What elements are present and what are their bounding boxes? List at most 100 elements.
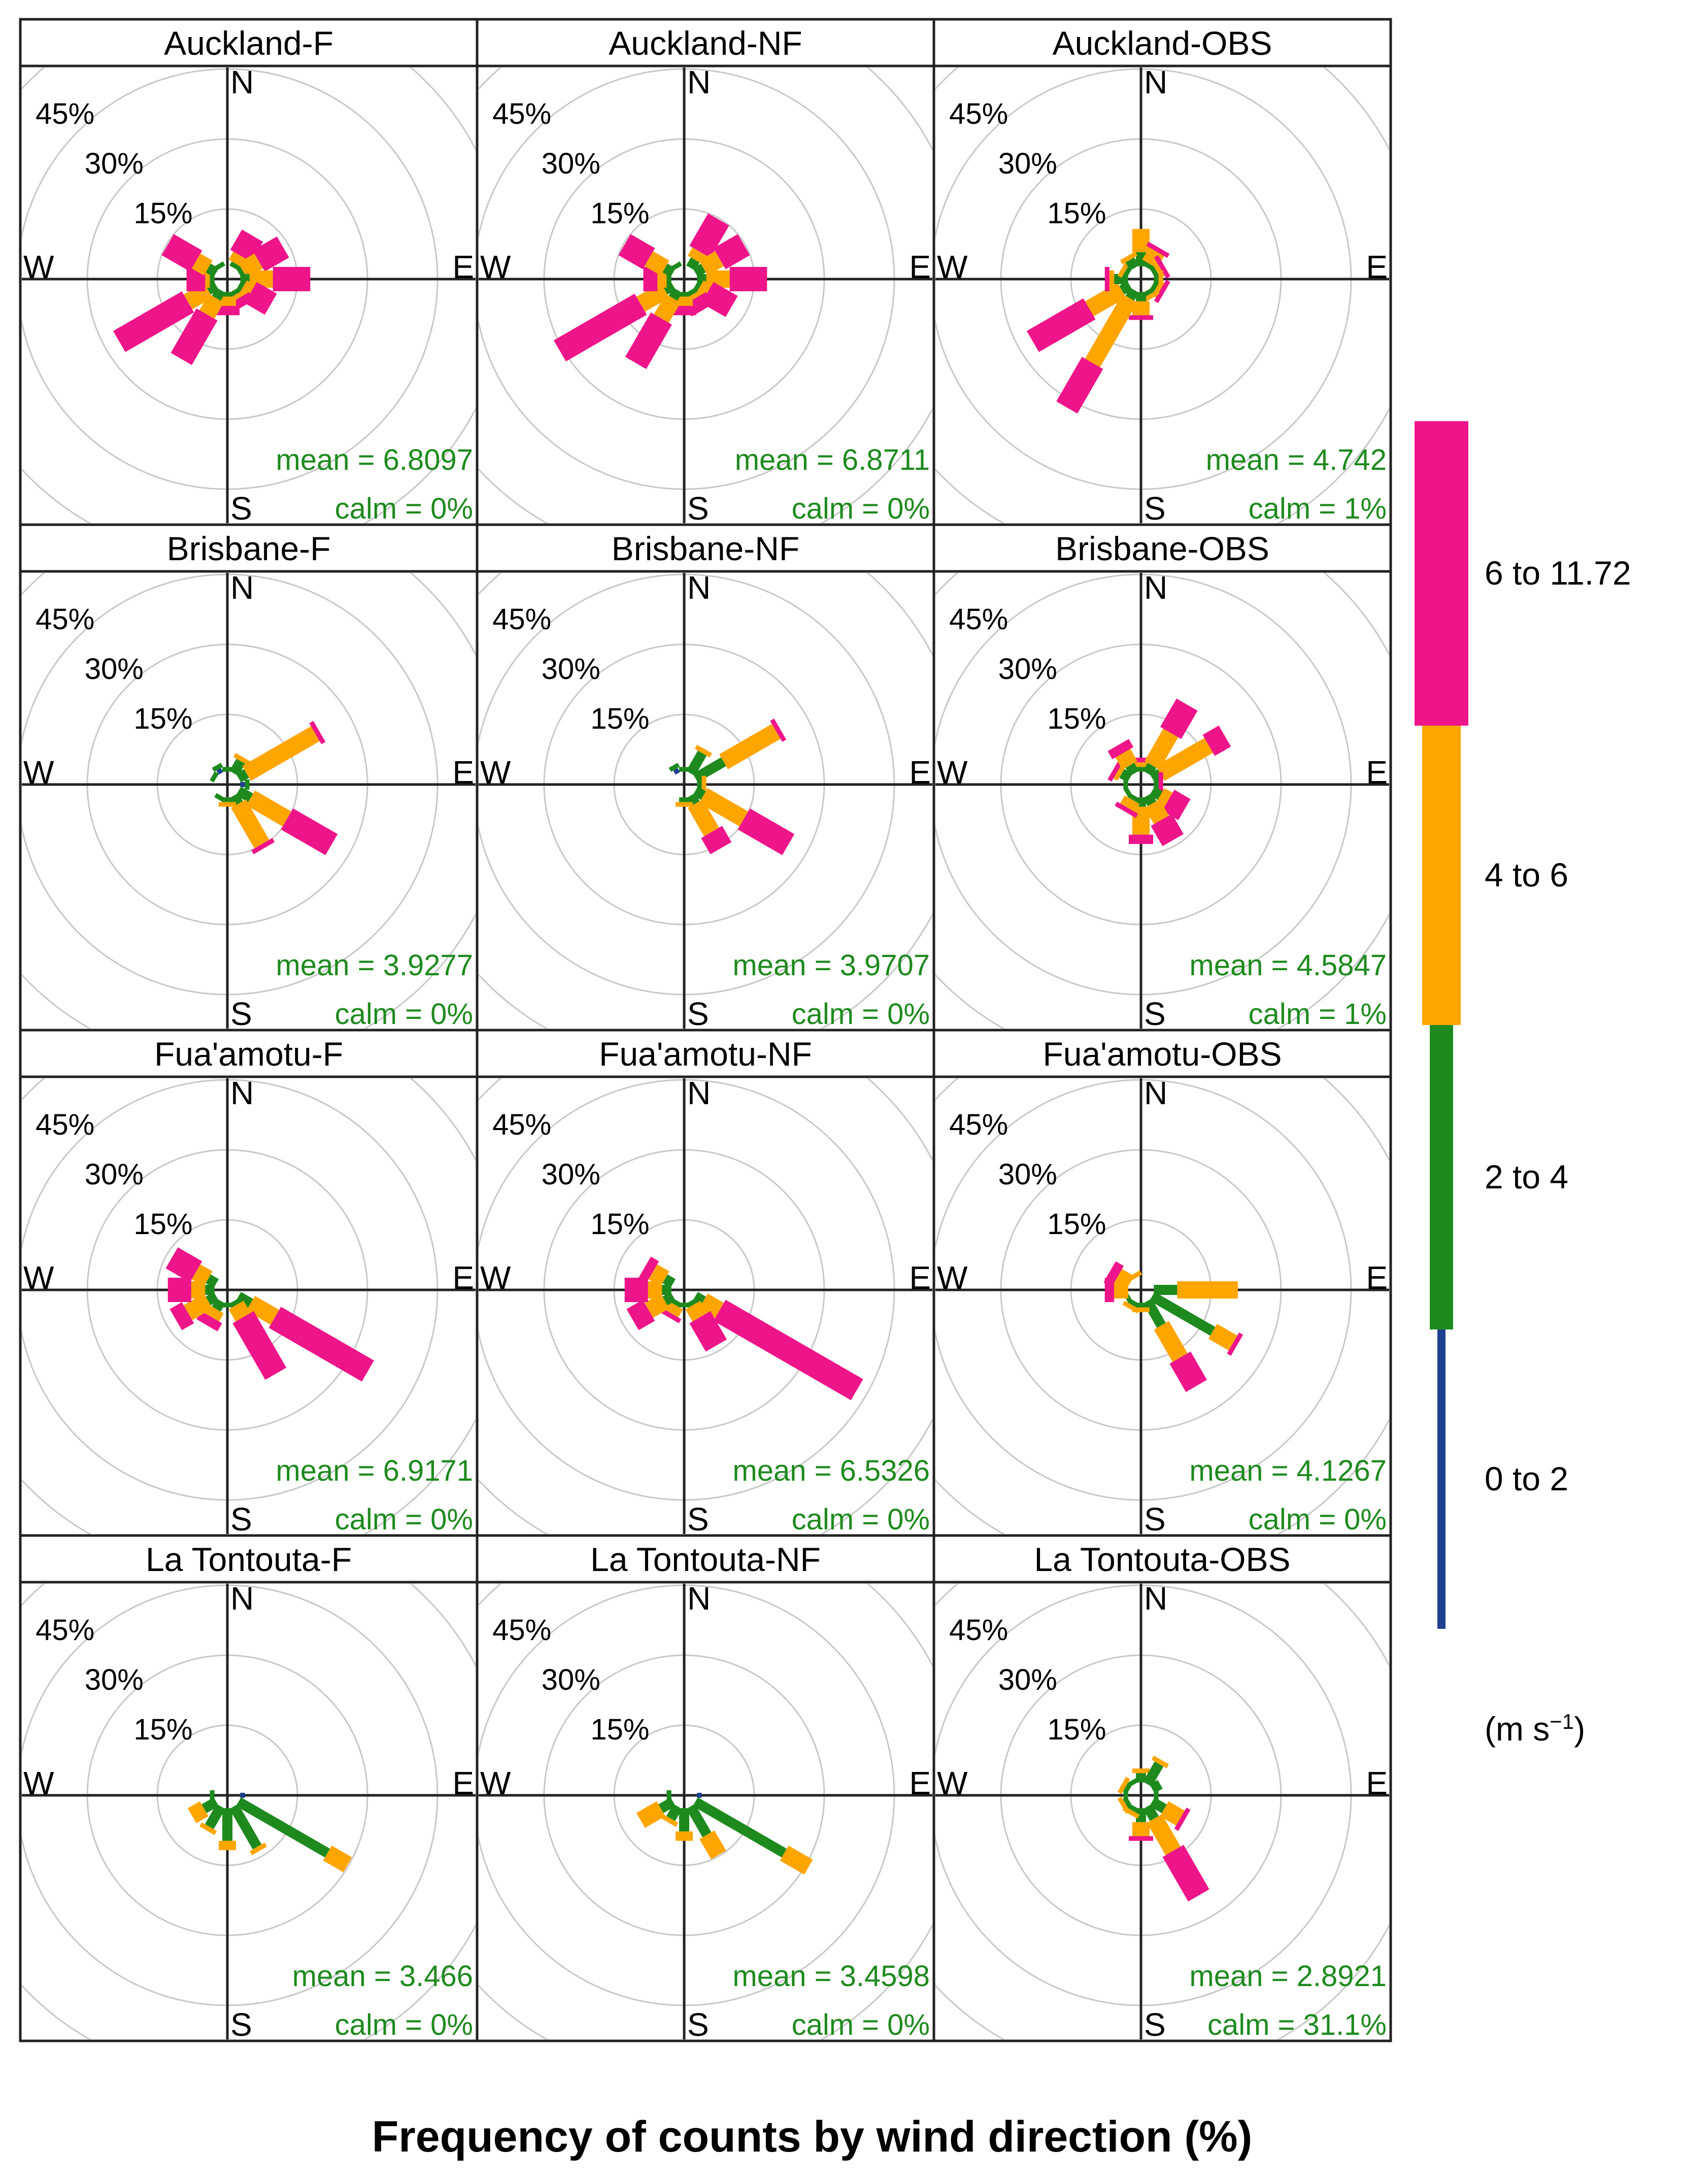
compass-n: N <box>230 64 254 100</box>
panel-strip <box>932 18 1392 67</box>
compass-n: N <box>230 569 254 606</box>
legend-label-0-to-2: 0 to 2 <box>1485 1460 1568 1497</box>
petal-dir240-bin2 <box>1117 1796 1130 1814</box>
panel-frame <box>476 1534 935 2042</box>
petal-dir210-bin3 <box>171 308 218 365</box>
compass-e: E <box>909 249 931 285</box>
petal-dir270-bin1 <box>662 1285 671 1295</box>
petal-dir0-bin2 <box>1132 762 1150 767</box>
petal-dir300-bin2 <box>1117 1777 1130 1794</box>
compass-e: E <box>909 1259 931 1296</box>
compass-e: E <box>909 754 931 791</box>
petal-dir150-bin3 <box>701 826 732 855</box>
compass-s: S <box>1144 996 1166 1032</box>
calm-label: calm = 1% <box>1249 492 1387 525</box>
ring-label: 15% <box>590 197 649 230</box>
ring-label: 15% <box>1047 702 1106 735</box>
petal-dir150-bin2 <box>1142 290 1160 303</box>
ring-label: 15% <box>1047 197 1106 230</box>
petal-dir240-bin1 <box>201 1797 219 1814</box>
petal-dir60-bin1 <box>692 757 726 782</box>
petal-dir30-bin2 <box>1151 1755 1169 1768</box>
petal-dir150-bin3 <box>1162 1845 1209 1902</box>
calm-label: calm = 0% <box>792 2008 930 2041</box>
calm-label: calm = 0% <box>335 1503 473 1536</box>
panel-strip <box>476 523 935 573</box>
petal-dir330-bin2 <box>1120 251 1137 264</box>
petal-dir240-bin2 <box>636 283 669 312</box>
petal-dir120-bin2 <box>1208 1323 1237 1351</box>
mean-label: mean = 3.466 <box>292 1960 473 1993</box>
ring-label: 30% <box>542 1158 600 1191</box>
ring-label: 30% <box>542 147 600 180</box>
compass-e: E <box>909 1765 931 1801</box>
compass-w: W <box>23 1259 54 1296</box>
petal-dir240-bin1 <box>658 1797 676 1814</box>
compass-s: S <box>1144 490 1166 527</box>
petal-dir150-bin2 <box>231 799 270 848</box>
petal-dir270-bin1 <box>666 1790 671 1800</box>
petal-dir60-bin3 <box>252 236 289 272</box>
petal-dir30-bin1 <box>229 759 246 776</box>
panel-title: Brisbane-F <box>167 530 331 567</box>
petal-dir150-bin2 <box>249 1842 267 1856</box>
mean-label: mean = 6.9171 <box>276 1454 473 1487</box>
petal-dir240-bin3 <box>1026 298 1096 352</box>
legend-unit-text: (m s <box>1485 1710 1550 1748</box>
compass-n: N <box>230 1580 254 1617</box>
ring-label: 45% <box>949 1614 1008 1647</box>
petal-dir270-bin1 <box>210 1790 215 1800</box>
petal-dir330-bin1 <box>214 261 225 271</box>
ring-label: 30% <box>542 1663 600 1696</box>
ring-label: 30% <box>998 1158 1057 1191</box>
ring-label: 45% <box>36 603 94 636</box>
mean-label: mean = 6.8711 <box>735 443 930 476</box>
petal-dir180-bin2 <box>1132 1822 1150 1836</box>
petal-dir210-bin2 <box>1120 795 1140 812</box>
petal-dir120-bin3 <box>244 282 277 315</box>
petal-dir270-bin2 <box>205 270 210 288</box>
mean-label: mean = 2.8921 <box>1189 1960 1387 1993</box>
compass-e: E <box>452 249 474 285</box>
petal-dir0-bin2 <box>1132 1768 1150 1773</box>
petal-dir0-bin1 <box>1136 252 1146 266</box>
panel-title: Fua'amotu-OBS <box>1043 1035 1282 1073</box>
petal-dir120-bin3 <box>1227 1332 1243 1356</box>
compass-e: E <box>452 1765 474 1801</box>
petal-dir120-bin1 <box>1149 1797 1167 1814</box>
petal-dir150-bin1 <box>1143 1298 1166 1328</box>
petal-dir330-bin1 <box>668 763 680 772</box>
petal-dir180-bin1 <box>1136 292 1146 301</box>
panel-title: La Tontouta-F <box>146 1541 352 1578</box>
petal-dir240-bin1 <box>662 1292 676 1306</box>
panel-title: Fua'amotu-F <box>154 1035 343 1073</box>
compass-w: W <box>937 1259 968 1296</box>
petal-dir330-bin1 <box>1125 257 1139 271</box>
petal-dir90-bin0 <box>240 782 245 787</box>
compass-w: W <box>937 754 968 791</box>
petal-dir120-bin3 <box>268 1307 374 1382</box>
compass-w: W <box>23 754 54 791</box>
legend-swatch-6-to-11-72 <box>1415 421 1468 726</box>
compass-n: N <box>687 1580 711 1617</box>
petal-dir210-bin1 <box>214 793 225 802</box>
petal-dir180-bin2 <box>1132 301 1150 316</box>
petal-dir180-bin3 <box>672 305 696 316</box>
compass-s: S <box>1144 1501 1166 1538</box>
mean-label: mean = 4.1267 <box>1189 1454 1387 1487</box>
petal-dir270-bin1 <box>205 1285 215 1295</box>
speed-legend: 0 to 2 2 to 4 4 to 6 6 to 11.72 (m s−1) <box>1415 421 1631 1748</box>
petal-dir30-bin2 <box>233 753 251 766</box>
compass-e: E <box>1366 754 1388 791</box>
compass-n: N <box>230 1075 254 1111</box>
ring-label: 30% <box>85 147 144 180</box>
petal-dir270-bin2 <box>648 1281 662 1299</box>
